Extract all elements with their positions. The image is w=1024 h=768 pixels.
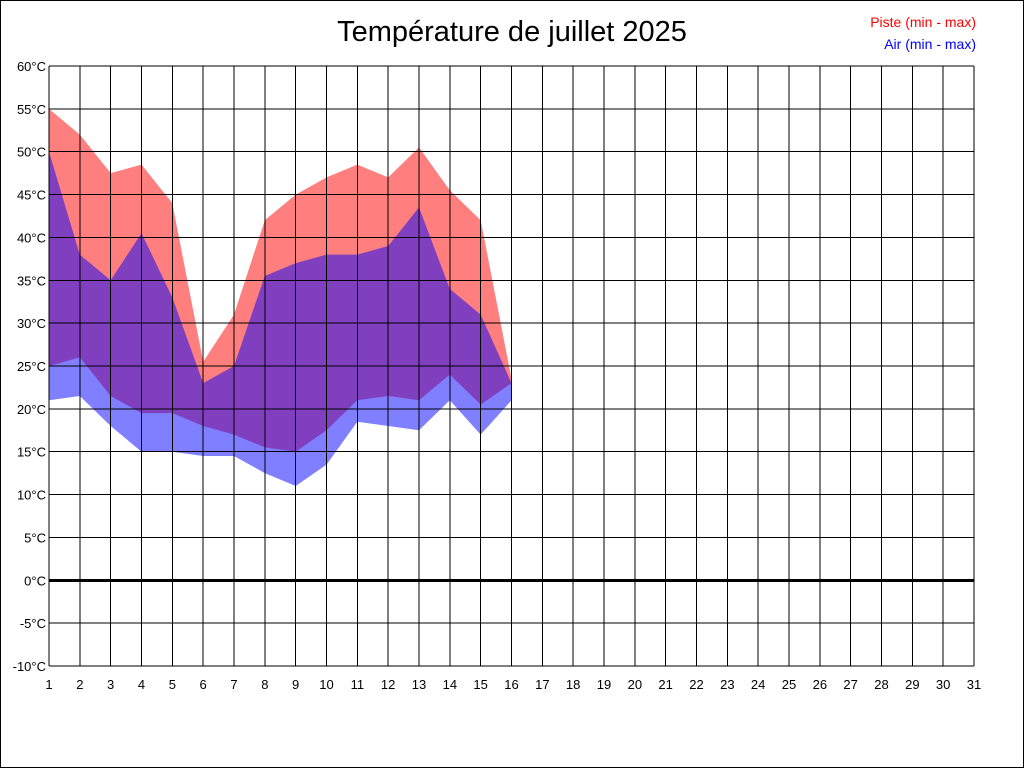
x-tick-label: 1 [45,677,52,692]
x-tick-label: 15 [473,677,487,692]
y-tick-label: -5°C [20,616,46,631]
x-tick-label: 27 [843,677,857,692]
legend-piste: Piste (min - max) [870,14,976,30]
x-tick-label: 14 [443,677,457,692]
x-tick-label: 5 [169,677,176,692]
x-tick-label: 23 [720,677,734,692]
x-tick-label: 24 [751,677,765,692]
y-tick-label: 25°C [17,359,46,374]
x-tick-label: 20 [628,677,642,692]
y-tick-label: 20°C [17,402,46,417]
x-tick-label: 16 [504,677,518,692]
x-tick-label: 18 [566,677,580,692]
chart-title: Température de juillet 2025 [337,16,687,48]
x-tick-label: 2 [76,677,83,692]
x-tick-label: 29 [905,677,919,692]
y-tick-label: 45°C [17,188,46,203]
y-tick-label: 30°C [17,316,46,331]
x-tick-label: 12 [381,677,395,692]
x-tick-label: 3 [107,677,114,692]
x-tick-label: 8 [261,677,268,692]
x-tick-label: 4 [138,677,145,692]
x-tick-label: 30 [936,677,950,692]
x-tick-label: 28 [874,677,888,692]
x-tick-label: 31 [967,677,981,692]
x-tick-label: 25 [782,677,796,692]
x-tick-label: 17 [535,677,549,692]
y-tick-label: -10°C [13,659,46,674]
x-tick-label: 9 [292,677,299,692]
x-tick-label: 11 [351,677,365,692]
y-tick-label: 15°C [17,445,46,460]
y-tick-label: 60°C [17,59,46,74]
x-tick-label: 19 [597,677,611,692]
y-tick-label: 50°C [17,145,46,160]
band-series-1 [49,151,512,486]
y-tick-label: 40°C [17,230,46,245]
x-tick-label: 6 [200,677,207,692]
y-tick-label: 0°C [24,573,46,588]
x-tick-label: 26 [813,677,827,692]
x-tick-label: 22 [689,677,703,692]
x-tick-label: 13 [412,677,426,692]
legend-air: Air (min - max) [884,36,976,52]
x-tick-label: 10 [319,677,333,692]
y-tick-label: 55°C [17,102,46,117]
x-tick-label: 7 [230,677,237,692]
x-tick-label: 21 [658,677,672,692]
y-tick-label: 5°C [24,530,46,545]
y-tick-label: 35°C [17,273,46,288]
y-tick-label: 10°C [17,488,46,503]
